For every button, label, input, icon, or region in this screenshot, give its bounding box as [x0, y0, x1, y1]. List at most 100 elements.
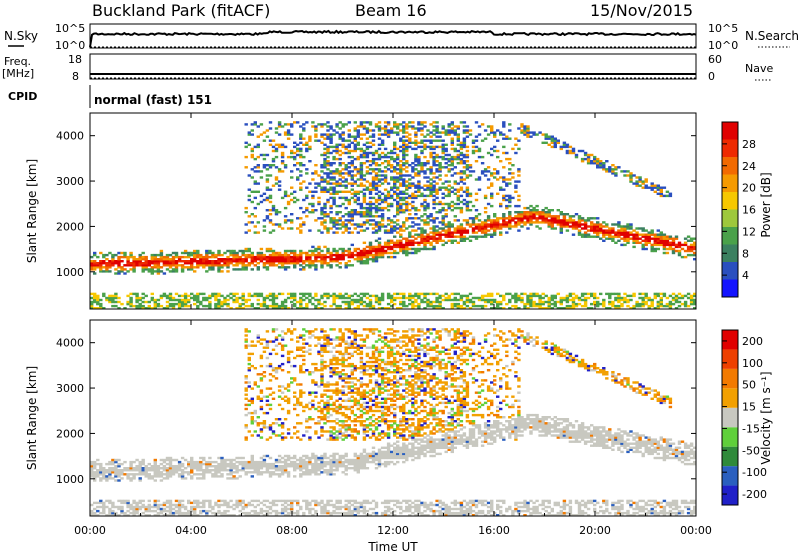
range-gate-cell — [268, 262, 273, 265]
range-gate-cell — [465, 229, 470, 232]
range-gate-cell — [517, 180, 521, 183]
range-gate-cell — [132, 475, 136, 478]
range-gate-cell — [429, 151, 433, 155]
range-gate-cell — [247, 356, 251, 360]
range-gate-cell — [256, 266, 260, 269]
range-gate-cell — [268, 424, 273, 427]
range-gate-cell — [405, 219, 409, 222]
range-gate-cell — [380, 249, 385, 253]
range-gate-cell — [156, 507, 161, 511]
range-gate-cell — [214, 460, 218, 464]
range-gate-cell — [447, 170, 451, 173]
range-gate-cell — [508, 129, 512, 132]
range-gate-cell — [377, 302, 382, 306]
range-gate-cell — [396, 153, 400, 157]
range-gate-cell — [453, 231, 457, 234]
range-gate-cell — [517, 221, 521, 224]
range-gate-cell — [426, 160, 430, 163]
range-gate-cell — [268, 340, 273, 343]
range-gate-cell — [320, 262, 324, 265]
range-gate-cell — [150, 505, 154, 509]
range-gate-cell — [544, 294, 548, 298]
range-gate-cell — [359, 149, 364, 153]
range-gate-cell — [365, 170, 370, 173]
range-gate-cell — [432, 202, 436, 206]
range-gate-cell — [405, 200, 409, 204]
range-gate-cell — [174, 251, 179, 255]
range-gate-cell — [329, 253, 333, 257]
range-gate-cell — [196, 501, 200, 505]
range-gate-cell — [632, 239, 636, 242]
range-gate-cell — [262, 225, 267, 228]
range-gate-cell — [505, 157, 509, 161]
range-gate-cell — [508, 182, 512, 185]
range-gate-cell — [338, 184, 342, 187]
range-gate-cell — [420, 300, 424, 304]
range-gate-cell — [365, 219, 370, 222]
range-gate-cell — [193, 266, 197, 269]
range-gate-cell — [402, 180, 406, 183]
range-gate-cell — [474, 198, 479, 202]
range-gate-cell — [347, 231, 351, 234]
range-gate-cell — [399, 209, 403, 212]
range-gate-cell — [259, 460, 264, 464]
range-gate-cell — [332, 217, 336, 220]
range-gate-cell — [635, 176, 639, 179]
range-gate-cell — [517, 217, 521, 220]
range-gate-cell — [483, 227, 488, 230]
range-gate-cell — [420, 186, 424, 189]
range-gate-cell — [265, 395, 270, 398]
range-gate-cell — [332, 223, 336, 226]
range-gate-cell — [683, 237, 688, 240]
range-gate-cell — [329, 258, 333, 261]
range-gate-cell — [187, 473, 191, 476]
range-gate-cell — [171, 473, 176, 476]
range-gate-cell — [608, 168, 612, 171]
range-gate-cell — [90, 255, 94, 259]
range-gate-cell — [220, 458, 224, 462]
colorbar-swatch — [722, 192, 738, 210]
range-gate-cell — [571, 304, 576, 308]
range-gate-cell — [541, 219, 545, 222]
range-gate-cell — [593, 300, 597, 304]
range-gate-cell — [262, 338, 267, 341]
range-gate-cell — [393, 198, 397, 202]
range-gate-cell — [168, 507, 173, 511]
range-gate-cell — [547, 225, 551, 228]
range-gate-cell — [417, 123, 421, 126]
range-gate-cell — [280, 227, 285, 230]
range-gate-cell — [435, 239, 439, 242]
range-gate-cell — [638, 233, 642, 236]
freq-right-label: Nave — [745, 62, 773, 75]
range-gate-cell — [171, 270, 176, 273]
range-gate-cell — [253, 225, 257, 228]
range-gate-cell — [444, 157, 448, 161]
range-gate-cell — [411, 125, 415, 128]
range-gate-cell — [105, 479, 109, 482]
range-gate-cell — [486, 229, 491, 232]
range-gate-cell — [335, 182, 339, 185]
range-gate-cell — [417, 243, 421, 247]
range-gate-cell — [411, 200, 415, 204]
range-gate-cell — [235, 260, 239, 263]
range-gate-cell — [390, 151, 394, 155]
range-gate-cell — [396, 243, 400, 247]
range-gate-cell — [423, 164, 427, 167]
range-gate-cell — [635, 239, 639, 242]
range-gate-cell — [383, 127, 388, 130]
range-gate-cell — [583, 153, 588, 157]
range-gate-cell — [462, 170, 467, 173]
range-gate-cell — [517, 307, 521, 310]
range-gate-cell — [417, 233, 421, 236]
range-gate-cell — [405, 170, 409, 173]
range-gate-cell — [496, 155, 500, 159]
range-gate-cell — [644, 180, 648, 183]
range-gate-cell — [293, 251, 297, 255]
range-gate-cell — [232, 514, 236, 517]
range-gate-cell — [353, 223, 357, 226]
range-gate-cell — [271, 397, 276, 400]
range-gate-cell — [571, 221, 576, 224]
range-gate-cell — [596, 304, 600, 308]
range-gate-cell — [126, 503, 130, 507]
range-gate-cell — [490, 233, 494, 236]
